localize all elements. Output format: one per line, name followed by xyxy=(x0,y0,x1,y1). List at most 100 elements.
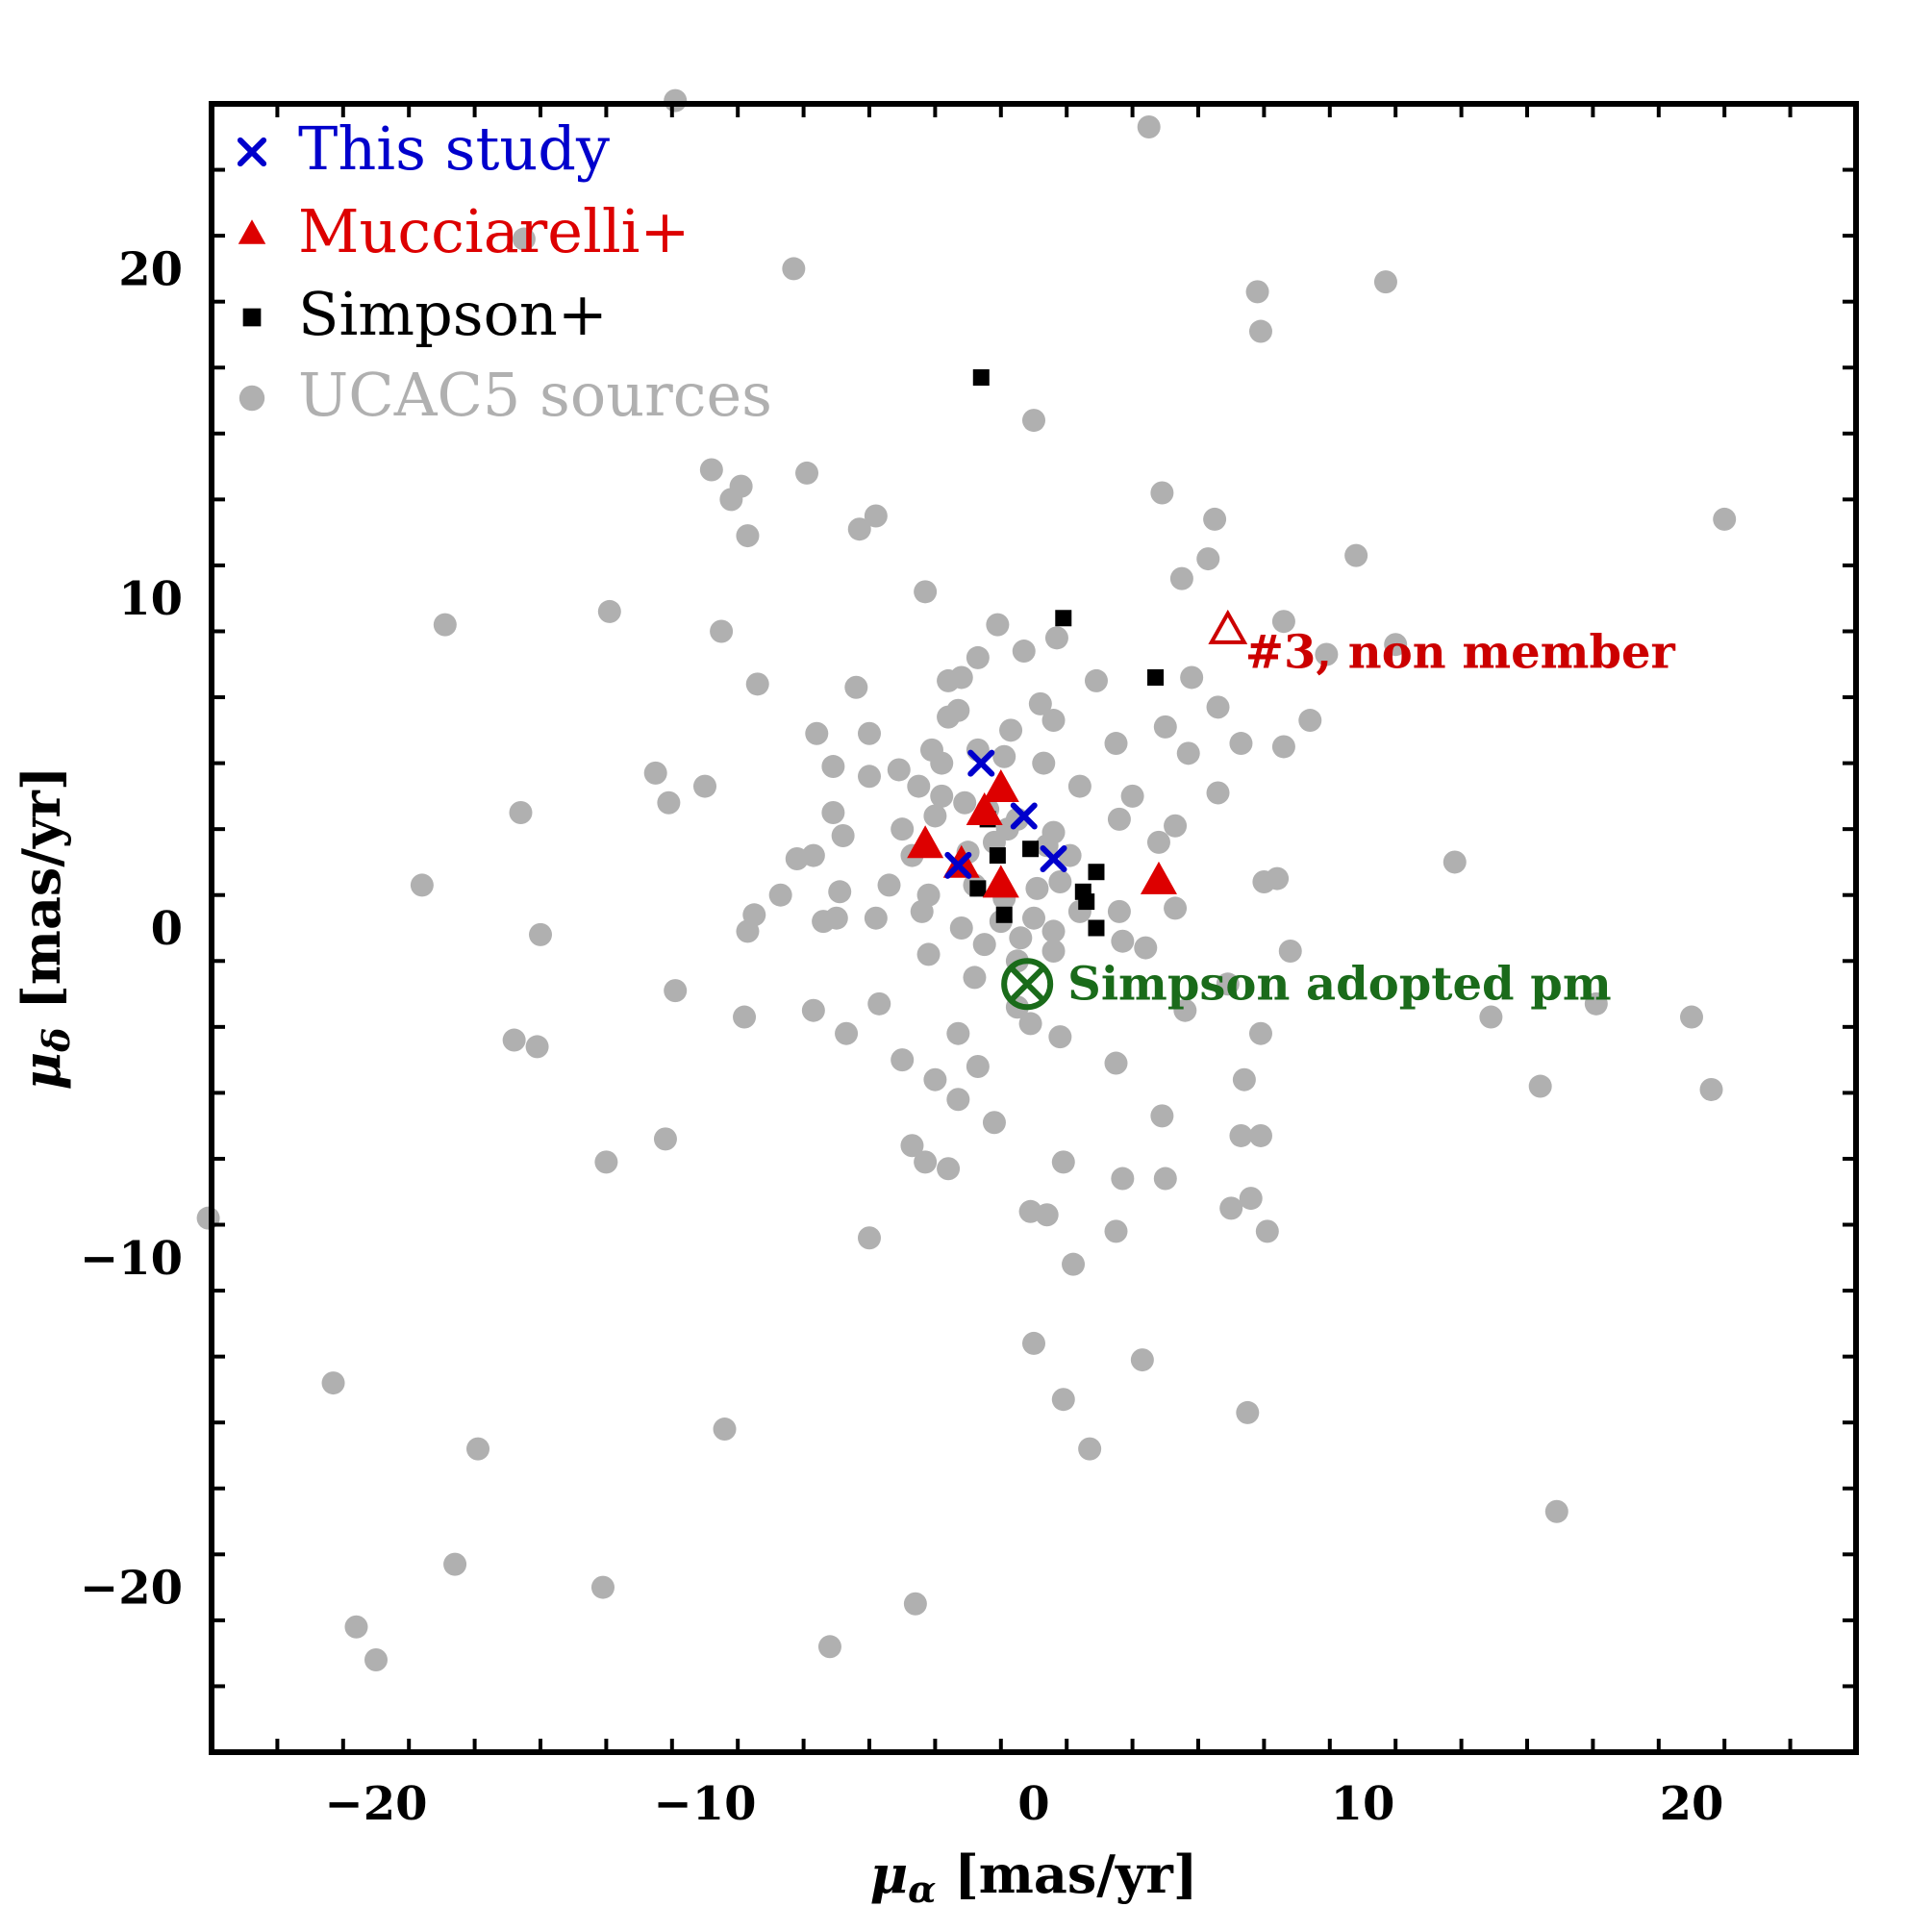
y-axis-label: μδ [mas/yr] xyxy=(11,766,78,1091)
point-ucac5-sources xyxy=(1009,926,1033,950)
point-ucac5-sources xyxy=(858,765,881,789)
y-tick-label: 10 xyxy=(118,572,183,626)
annotation-text-3-non-member: #3, non member xyxy=(1245,625,1676,679)
point-ucac5-sources xyxy=(858,1226,881,1250)
point-ucac5-sources xyxy=(966,645,990,669)
point-ucac5-sources xyxy=(831,824,855,848)
point-ucac5-sources xyxy=(910,899,934,923)
point-ucac5-sources xyxy=(946,1021,970,1045)
point-simpson xyxy=(1078,893,1095,911)
point-ucac5-sources xyxy=(801,843,825,867)
point-ucac5-sources xyxy=(930,751,954,775)
point-ucac5-sources xyxy=(847,517,871,541)
annotations: #3, non member Simpson adopted pm xyxy=(1001,609,1676,1011)
point-ucac5-sources xyxy=(664,979,688,1003)
point-ucac5-sources xyxy=(1528,1074,1552,1098)
point-this-study xyxy=(1010,802,1038,830)
point-ucac5-sources xyxy=(1278,939,1302,963)
point-ucac5-sources xyxy=(1022,1331,1045,1355)
axis-ticks xyxy=(210,102,1858,1754)
point-ucac5-sources xyxy=(1134,936,1158,960)
point-ucac5-sources xyxy=(1150,1104,1174,1128)
point-ucac5-sources xyxy=(900,1134,924,1158)
point-ucac5-sources xyxy=(1104,1219,1128,1243)
point-simpson xyxy=(1022,841,1040,858)
point-ucac5-sources xyxy=(1012,640,1036,664)
point-this-study xyxy=(967,749,995,777)
point-ucac5-sources xyxy=(1051,1150,1075,1174)
point-ucac5-sources xyxy=(864,504,888,528)
point-ucac5-sources xyxy=(1266,866,1290,891)
y-tick-label: −10 xyxy=(80,1232,183,1286)
point-ucac5-sources xyxy=(1041,939,1066,963)
point-ucac5-sources xyxy=(1025,876,1049,900)
legend-marker-simpson xyxy=(242,308,262,327)
point-ucac5-sources xyxy=(782,257,806,281)
point-ucac5-sources xyxy=(963,966,987,990)
point-ucac5-sources xyxy=(949,665,973,690)
point-ucac5-sources xyxy=(736,524,760,548)
legend-item-this-study: This study xyxy=(237,113,610,184)
y-tick-label: −20 xyxy=(80,1562,183,1616)
point-ucac5-sources xyxy=(1298,709,1322,733)
point-ucac5-sources xyxy=(653,1127,677,1151)
point-ucac5-sources xyxy=(344,1615,368,1639)
point-ucac5-sources xyxy=(1180,665,1204,690)
point-ucac5-sources xyxy=(1544,1499,1568,1523)
point-ucac5-sources xyxy=(1271,735,1295,759)
point-ucac5-sources xyxy=(795,461,819,485)
point-ucac5-sources xyxy=(509,801,533,825)
point-ucac5-sources xyxy=(1107,899,1131,923)
point-ucac5-sources xyxy=(1206,695,1230,719)
point-ucac5-sources xyxy=(433,613,457,637)
series-this-study xyxy=(944,749,1067,879)
point-ucac5-sources xyxy=(914,580,938,604)
point-ucac5-sources xyxy=(1041,919,1066,943)
point-ucac5-sources xyxy=(1146,830,1170,854)
annotation-marker-simpson-adopted-pm xyxy=(1001,958,1054,1011)
point-ucac5-sources xyxy=(1271,610,1295,634)
point-mucciarelli xyxy=(907,825,944,859)
point-ucac5-sources xyxy=(1229,1123,1253,1147)
point-ucac5-sources xyxy=(1153,1167,1177,1191)
data-points xyxy=(196,88,1737,1672)
point-simpson xyxy=(1088,864,1105,881)
point-ucac5-sources xyxy=(1018,1012,1042,1036)
point-mucciarelli xyxy=(1140,861,1177,894)
point-ucac5-sources xyxy=(887,758,911,782)
point-ucac5-sources xyxy=(512,227,536,251)
point-ucac5-sources xyxy=(914,1150,938,1174)
point-ucac5-sources xyxy=(529,922,552,946)
point-ucac5-sources xyxy=(930,784,954,808)
point-ucac5-sources xyxy=(1248,1021,1272,1045)
point-ucac5-sources xyxy=(1315,642,1339,666)
point-ucac5-sources xyxy=(946,1088,970,1112)
point-ucac5-sources xyxy=(713,1418,737,1442)
point-ucac5-sources xyxy=(1479,1005,1503,1029)
legend-label-mucciarelli: Mucciarelli+ xyxy=(298,196,690,266)
point-ucac5-sources xyxy=(643,761,667,785)
point-ucac5-sources xyxy=(733,1005,757,1029)
point-ucac5-sources xyxy=(1203,507,1227,531)
point-ucac5-sources xyxy=(597,599,621,623)
point-simpson xyxy=(972,369,990,387)
point-ucac5-sources xyxy=(824,906,848,930)
point-ucac5-sources xyxy=(590,1575,615,1599)
point-simpson xyxy=(1088,919,1105,937)
point-mucciarelli xyxy=(982,865,1019,898)
point-simpson xyxy=(969,880,987,897)
point-ucac5-sources xyxy=(1044,626,1068,650)
annotation-text-simpson-adopted-pm: Simpson adopted pm xyxy=(1067,957,1611,1011)
point-ucac5-sources xyxy=(1164,896,1188,920)
legend-marker-mucciarelli xyxy=(238,219,266,244)
point-ucac5-sources xyxy=(525,1035,549,1059)
point-ucac5-sources xyxy=(817,1635,841,1659)
legend-item-mucciarelli: Mucciarelli+ xyxy=(238,196,690,266)
point-ucac5-sources xyxy=(867,991,891,1016)
annotation-3-non-member: #3, non member xyxy=(1208,609,1676,679)
legend-marker-ucac5-sources xyxy=(238,385,265,412)
point-ucac5-sources xyxy=(1084,668,1108,692)
point-ucac5-sources xyxy=(502,1028,526,1052)
annotation-marker-3-non-member xyxy=(1208,609,1248,644)
